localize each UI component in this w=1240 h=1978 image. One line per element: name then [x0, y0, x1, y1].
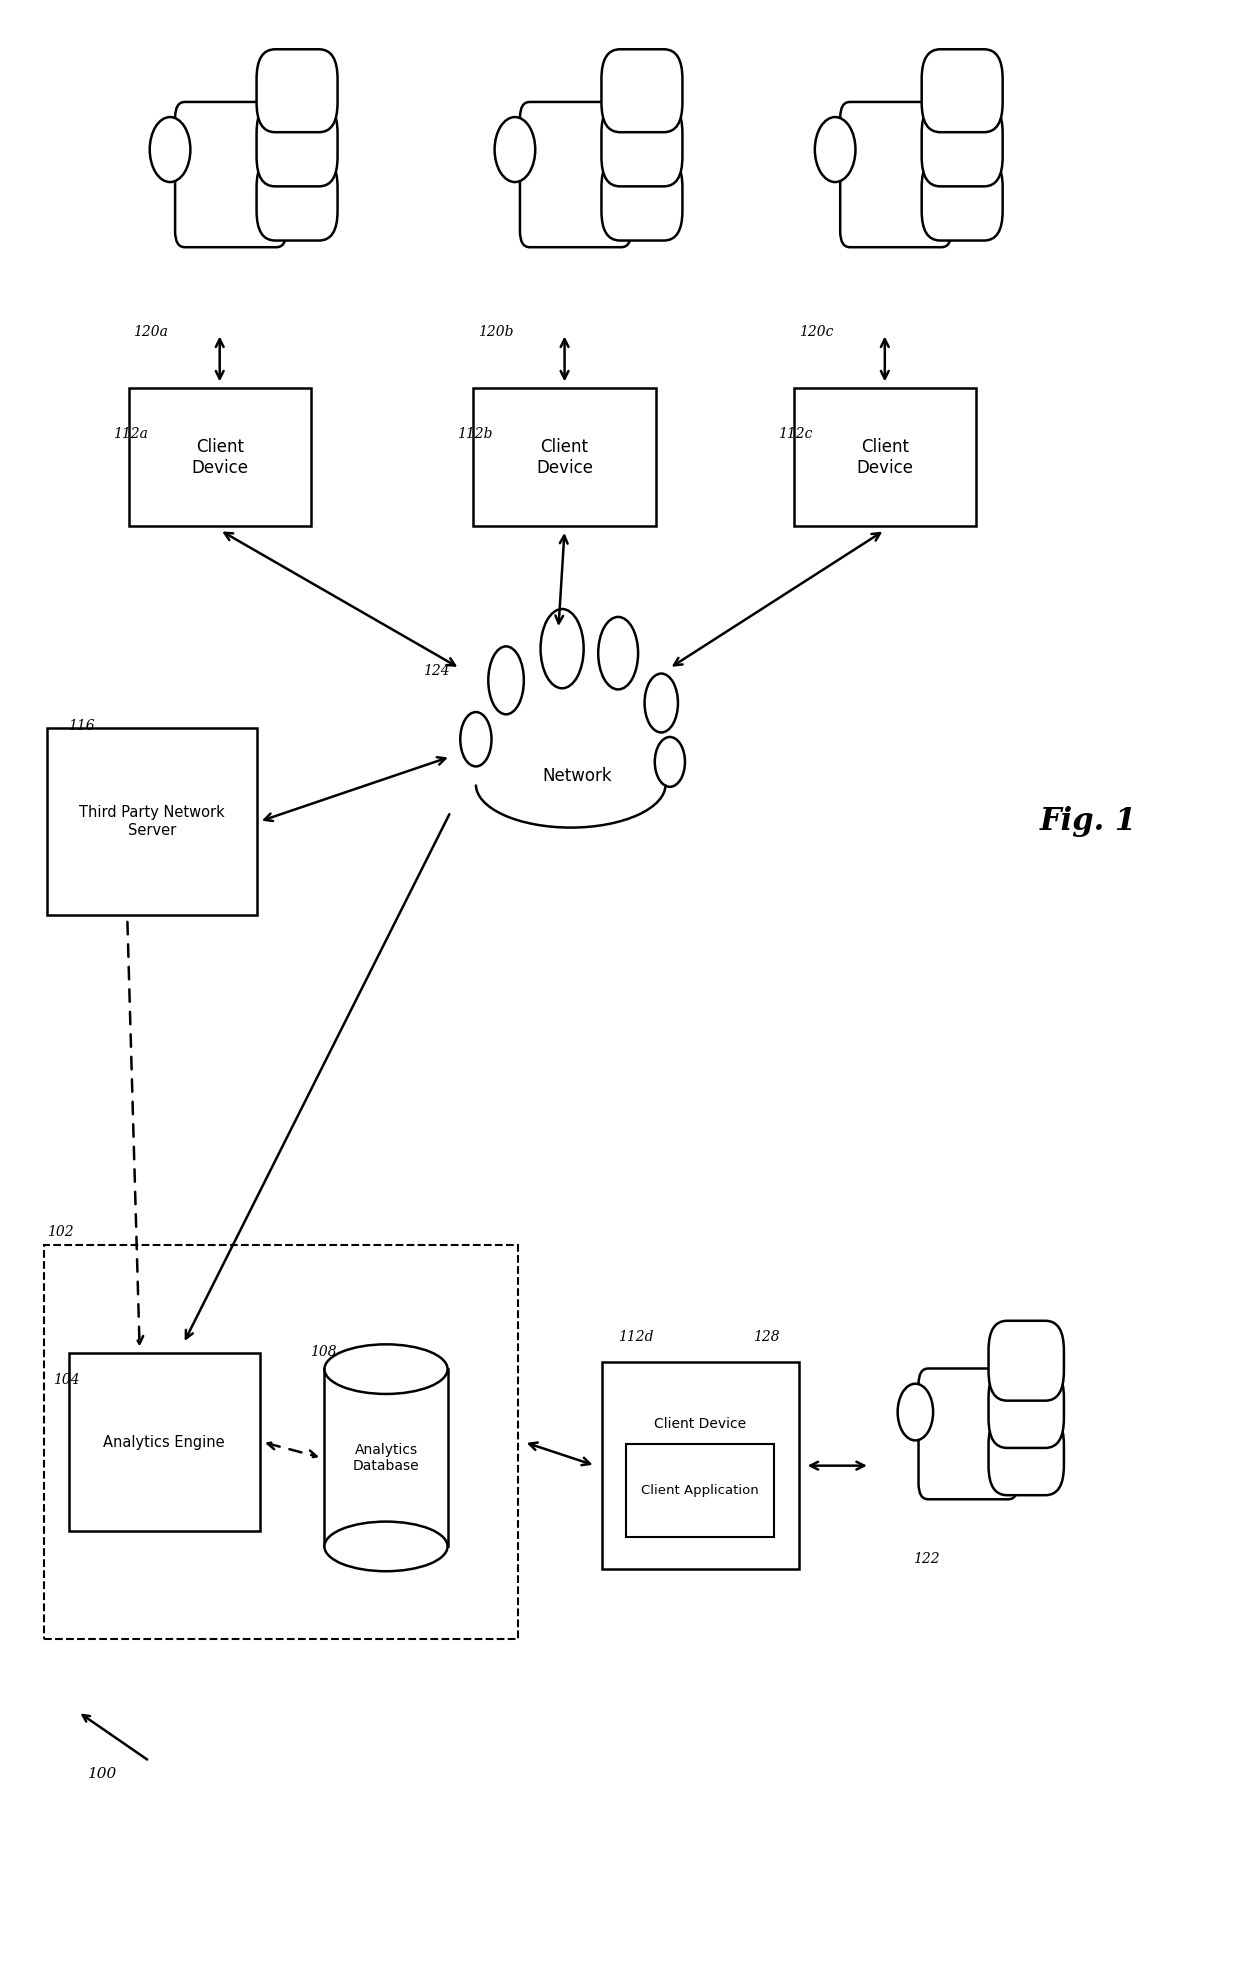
- Ellipse shape: [325, 1345, 448, 1394]
- Bar: [474, 388, 656, 526]
- Text: Client
Device: Client Device: [857, 437, 914, 477]
- Circle shape: [898, 1385, 934, 1440]
- FancyBboxPatch shape: [520, 103, 631, 247]
- Ellipse shape: [645, 674, 678, 732]
- Ellipse shape: [541, 609, 584, 688]
- Bar: [129, 388, 311, 526]
- Text: 100: 100: [88, 1766, 117, 1780]
- Text: Client
Device: Client Device: [536, 437, 593, 477]
- FancyBboxPatch shape: [471, 698, 670, 823]
- Text: 112c: 112c: [777, 427, 812, 441]
- Ellipse shape: [655, 738, 684, 787]
- Text: 128: 128: [753, 1329, 780, 1343]
- FancyBboxPatch shape: [175, 103, 286, 247]
- FancyBboxPatch shape: [601, 158, 682, 241]
- Ellipse shape: [598, 617, 639, 690]
- Circle shape: [495, 117, 536, 182]
- Text: 116: 116: [68, 718, 94, 734]
- FancyBboxPatch shape: [921, 103, 1003, 186]
- Text: 112b: 112b: [458, 427, 494, 441]
- FancyBboxPatch shape: [988, 1321, 1064, 1400]
- Bar: [43, 1244, 518, 1640]
- Text: 120a: 120a: [134, 324, 169, 338]
- FancyBboxPatch shape: [919, 1369, 1018, 1499]
- FancyBboxPatch shape: [601, 49, 682, 133]
- Text: Third Party Network
Server: Third Party Network Server: [79, 805, 224, 839]
- Text: 102: 102: [47, 1224, 74, 1238]
- Bar: [69, 1353, 259, 1531]
- FancyBboxPatch shape: [921, 49, 1003, 133]
- Text: Analytics
Database: Analytics Database: [352, 1442, 419, 1474]
- FancyBboxPatch shape: [257, 49, 337, 133]
- Text: Client
Device: Client Device: [191, 437, 248, 477]
- Ellipse shape: [489, 647, 523, 714]
- FancyBboxPatch shape: [601, 103, 682, 186]
- FancyBboxPatch shape: [841, 103, 951, 247]
- Text: 124: 124: [423, 665, 450, 678]
- Text: 112d: 112d: [618, 1329, 653, 1343]
- FancyBboxPatch shape: [257, 158, 337, 241]
- FancyBboxPatch shape: [921, 158, 1003, 241]
- Text: Analytics Engine: Analytics Engine: [103, 1434, 226, 1450]
- Text: 112a: 112a: [113, 427, 148, 441]
- Text: Network: Network: [542, 767, 611, 785]
- Ellipse shape: [460, 712, 491, 765]
- Bar: [47, 728, 257, 916]
- Text: Client Application: Client Application: [641, 1484, 759, 1497]
- Circle shape: [815, 117, 856, 182]
- Ellipse shape: [476, 651, 666, 815]
- Text: Fig. 1: Fig. 1: [1039, 807, 1137, 837]
- Circle shape: [150, 117, 191, 182]
- FancyBboxPatch shape: [257, 103, 337, 186]
- Ellipse shape: [325, 1521, 448, 1571]
- FancyBboxPatch shape: [988, 1369, 1064, 1448]
- Text: 104: 104: [53, 1373, 81, 1387]
- Bar: [794, 388, 976, 526]
- Text: 108: 108: [310, 1345, 336, 1359]
- Text: 120c: 120c: [799, 324, 833, 338]
- Text: 122: 122: [913, 1553, 940, 1567]
- Bar: [626, 1444, 774, 1537]
- Bar: [601, 1363, 799, 1569]
- Text: 120b: 120b: [479, 324, 513, 338]
- Text: Client Device: Client Device: [653, 1418, 746, 1432]
- Bar: [325, 1369, 448, 1547]
- FancyBboxPatch shape: [988, 1416, 1064, 1495]
